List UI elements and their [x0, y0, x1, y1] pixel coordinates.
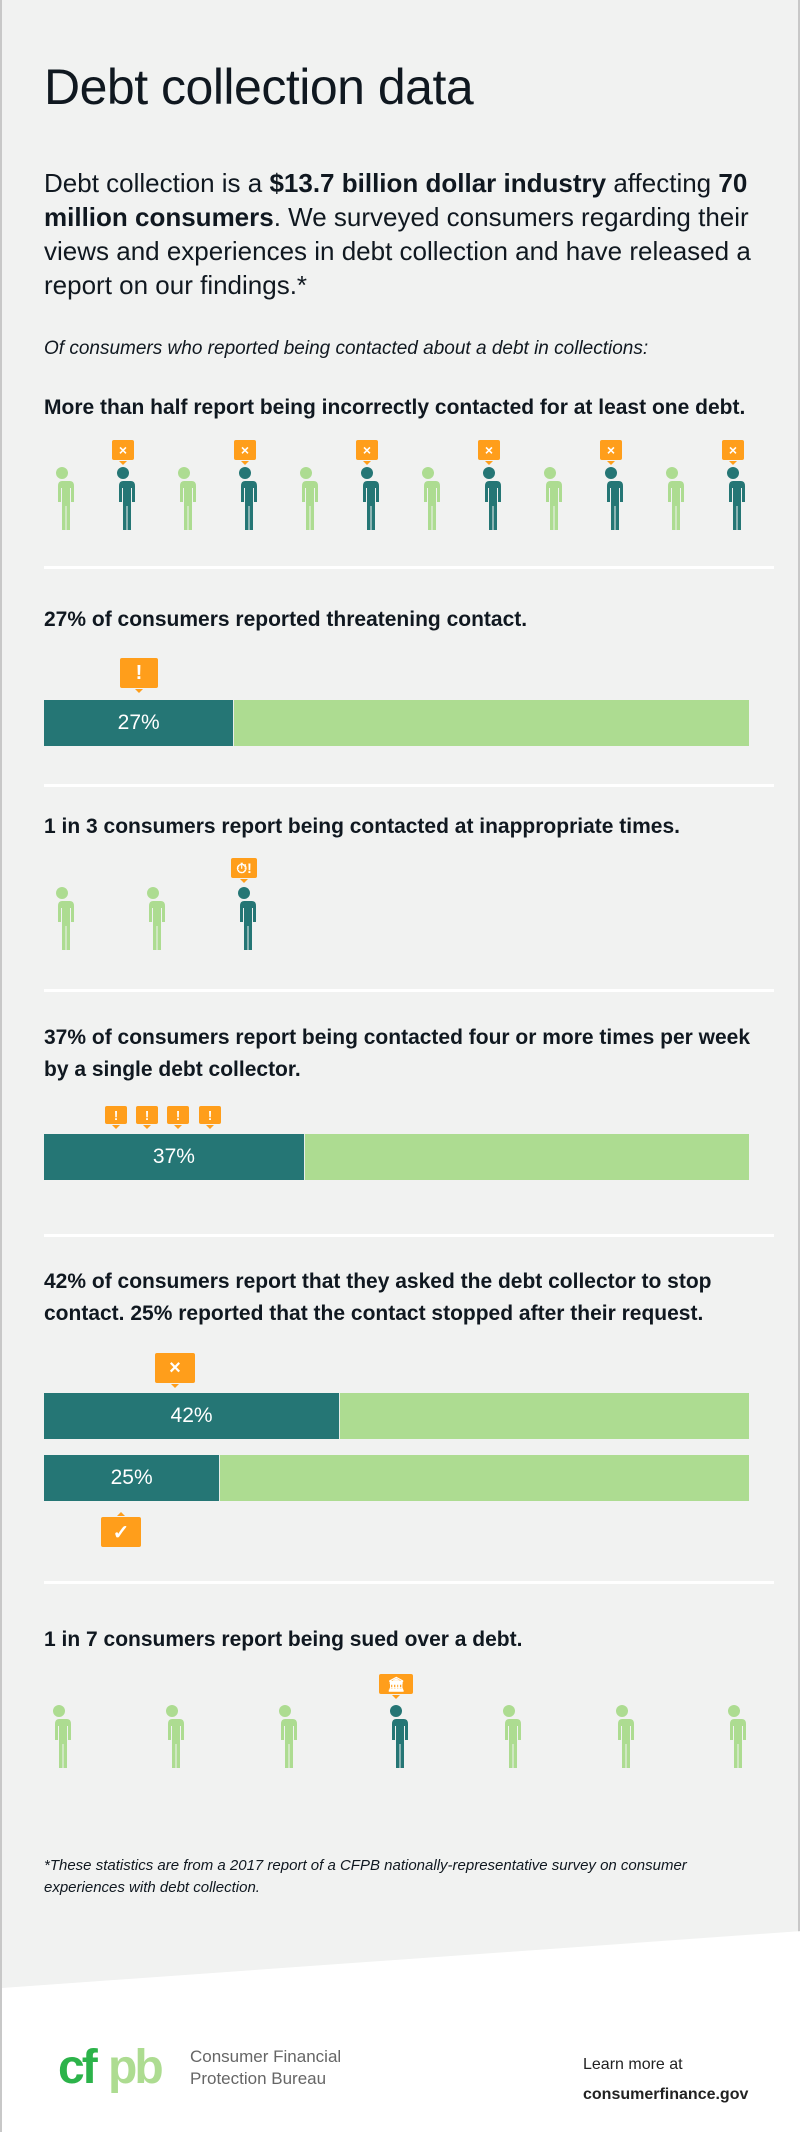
- exclamation-icon: !: [120, 658, 158, 693]
- person-icon: [608, 1704, 636, 1775]
- section-2-heading: 27% of consumers reported threatening co…: [44, 608, 528, 631]
- divider: [44, 1234, 774, 1237]
- person-highlighted-icon: [475, 466, 503, 537]
- exclamation-icon: !: [105, 1106, 127, 1129]
- person-highlighted-icon: [230, 886, 258, 957]
- x-icon: ×: [478, 440, 500, 465]
- bar-fill: 27%: [44, 700, 235, 746]
- person-icon: [271, 1704, 299, 1775]
- person-highlighted-icon: [719, 466, 747, 537]
- section-3-heading: 1 in 3 consumers report being contacted …: [44, 815, 680, 838]
- x-icon: ×: [155, 1353, 195, 1388]
- threatening-bar: 27%: [44, 700, 749, 746]
- divider: [44, 1581, 774, 1584]
- x-icon: ×: [234, 440, 256, 465]
- exclamation-icon: !: [167, 1106, 189, 1129]
- asked-stop-bar: 42%: [44, 1393, 749, 1439]
- person-icon: [48, 466, 76, 537]
- divider: [44, 566, 774, 569]
- divider: [44, 989, 774, 992]
- person-icon: [495, 1704, 523, 1775]
- svg-text:pb: pb: [108, 2041, 162, 2094]
- person-highlighted-icon: [109, 466, 137, 537]
- person-icon: [170, 466, 198, 537]
- x-icon: ×: [722, 440, 744, 465]
- lead-text: Of consumers who reported being contacte…: [44, 338, 649, 359]
- person-icon: [658, 466, 686, 537]
- people-row-sued: 🏛: [2, 1674, 800, 1774]
- bar-fill: 42%: [44, 1393, 341, 1439]
- section-5-heading: 42% of consumers report that they asked …: [44, 1270, 712, 1325]
- x-icon: ×: [356, 440, 378, 465]
- person-highlighted-icon: [382, 1704, 410, 1775]
- person-icon: [139, 886, 167, 957]
- section-4-heading: 37% of consumers report being contacted …: [44, 1026, 751, 1081]
- person-icon: [536, 466, 564, 537]
- person-highlighted-icon: [597, 466, 625, 537]
- person-icon: [48, 886, 76, 957]
- person-icon: [414, 466, 442, 537]
- courthouse-icon: 🏛: [379, 1674, 413, 1699]
- x-icon: ×: [112, 440, 134, 465]
- cfpb-logo: cf pb: [58, 2041, 165, 2094]
- exclamation-icon: !: [136, 1106, 158, 1129]
- org-name: Consumer Financial Protection Bureau: [190, 2047, 342, 2088]
- person-icon: [158, 1704, 186, 1775]
- person-highlighted-icon: [353, 466, 381, 537]
- section-1-heading: More than half report being incorrectly …: [44, 396, 746, 419]
- check-icon: ✓: [101, 1512, 141, 1547]
- stopped-bar: 25%: [44, 1455, 749, 1501]
- svg-text:cf: cf: [58, 2041, 99, 2094]
- learn-more: Learn more at consumerfinance.gov: [583, 2050, 748, 2110]
- person-icon: [45, 1704, 73, 1775]
- section-6-heading: 1 in 7 consumers report being sued over …: [44, 1628, 523, 1651]
- footnote: *These statistics are from a 2017 report…: [44, 1857, 687, 1896]
- people-row-incorrect: × × × × × ×: [2, 440, 800, 535]
- clock-alert-icon: ⏱!: [231, 858, 257, 883]
- intro-text: Debt collection is a $13.7 billion dolla…: [44, 168, 751, 300]
- x-icon: ×: [600, 440, 622, 465]
- person-icon: [292, 466, 320, 537]
- bar-fill: 25%: [44, 1455, 221, 1501]
- divider: [44, 784, 774, 787]
- frequent-contact-bar: 37%: [44, 1134, 749, 1180]
- person-highlighted-icon: [231, 466, 259, 537]
- exclamation-icon: !: [199, 1106, 221, 1129]
- person-icon: [720, 1704, 748, 1775]
- website-link[interactable]: consumerfinance.gov: [583, 2086, 749, 2103]
- page-title: Debt collection data: [44, 59, 474, 115]
- bar-fill: 37%: [44, 1134, 305, 1180]
- people-row-inappropriate: ⏱!: [2, 858, 800, 953]
